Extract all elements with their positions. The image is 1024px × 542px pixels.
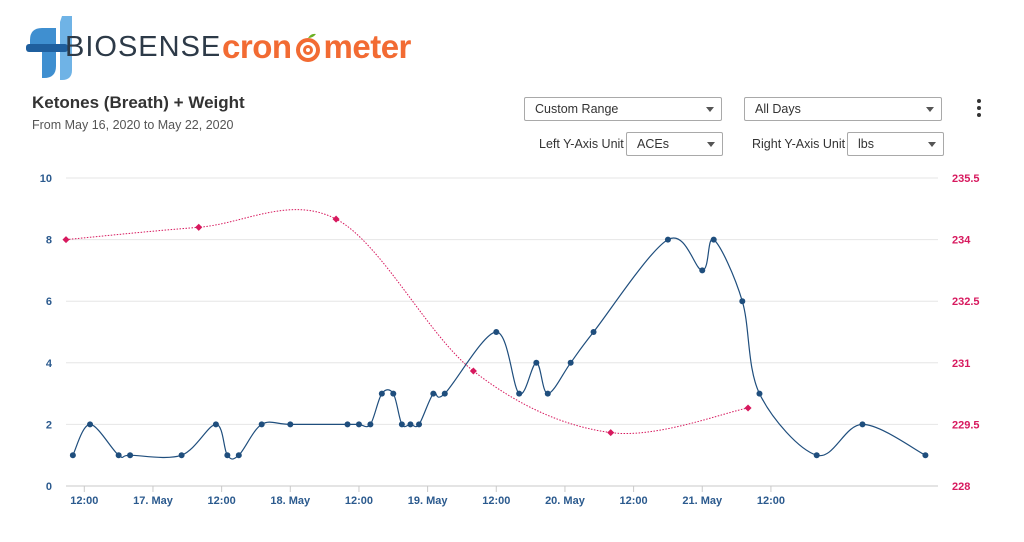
ketone-point — [127, 452, 134, 459]
ketone-point — [178, 452, 185, 459]
x-tick-label: 17. May — [133, 495, 174, 507]
x-tick-label: 12:00 — [757, 495, 785, 507]
chevron-down-icon — [706, 107, 714, 112]
ketone-point — [664, 236, 671, 243]
y-left-tick-label: 10 — [40, 173, 52, 185]
chevron-down-icon — [926, 107, 934, 112]
right-axis-unit-label: Right Y-Axis Unit — [752, 137, 846, 151]
right-axis-unit-value: lbs — [858, 137, 874, 151]
y-right-tick-label: 232.5 — [952, 296, 980, 308]
x-tick-label: 12:00 — [345, 495, 373, 507]
range-select[interactable]: Custom Range — [524, 97, 722, 121]
y-left-tick-label: 0 — [46, 481, 52, 493]
more-options-icon[interactable] — [974, 99, 984, 121]
ketone-point — [590, 329, 597, 335]
x-tick-label: 19. May — [408, 495, 449, 507]
ketone-point — [287, 421, 294, 428]
y-left-tick-label: 4 — [46, 358, 53, 370]
x-tick-label: 12:00 — [70, 495, 98, 507]
cronometer-wordmark-suffix: meter — [323, 28, 412, 65]
chevron-down-icon — [707, 142, 715, 147]
ketone-point — [115, 452, 122, 459]
ketone-point — [533, 359, 540, 366]
ketone-point — [398, 421, 405, 428]
left-axis-unit-select[interactable]: ACEs — [626, 132, 723, 156]
days-select[interactable]: All Days — [744, 97, 942, 121]
ketone-point — [516, 390, 523, 397]
weight-point — [195, 223, 203, 231]
ketone-point — [378, 390, 385, 397]
y-right-tick-label: 235.5 — [952, 173, 980, 185]
ketone-point — [407, 421, 414, 428]
y-right-tick-label: 228 — [952, 481, 970, 493]
ketone-point — [235, 452, 242, 459]
apple-target-icon — [295, 33, 320, 62]
chevron-down-icon — [928, 142, 936, 147]
cronometer-logo: cron meter — [222, 22, 432, 72]
ketone-point — [430, 390, 437, 397]
biosense-wordmark: BIOSENSE — [65, 31, 222, 63]
ketone-point — [224, 452, 231, 459]
ketone-point — [493, 329, 500, 335]
ketone-point — [87, 421, 94, 428]
ketone-point — [710, 236, 717, 243]
weight-series-line — [65, 209, 749, 435]
ketone-point — [441, 390, 448, 397]
chart-subtitle: From May 16, 2020 to May 22, 2020 — [32, 118, 234, 132]
x-tick-label: 18. May — [270, 495, 311, 507]
y-left-tick-label: 6 — [46, 296, 52, 308]
ketone-point — [212, 421, 219, 428]
range-select-value: Custom Range — [535, 102, 619, 116]
ketone-point — [344, 421, 351, 428]
x-tick-label: 21. May — [682, 495, 723, 507]
ketone-point — [355, 421, 362, 428]
ketone-point — [859, 421, 866, 428]
ketone-series-line — [72, 237, 926, 460]
right-axis-unit-select[interactable]: lbs — [847, 132, 944, 156]
ketone-point — [69, 452, 76, 459]
weight-point — [469, 367, 477, 375]
y-left-tick-label: 2 — [46, 419, 52, 431]
cronometer-wordmark-prefix: cron — [222, 28, 292, 65]
ketone-point — [922, 452, 929, 459]
y-right-tick-label: 229.5 — [952, 419, 980, 431]
ketone-point — [367, 421, 374, 428]
ketone-point — [699, 267, 706, 274]
ketone-point — [567, 359, 574, 366]
biosense-logo: BIOSENSE — [22, 10, 222, 82]
biosense-mark-icon — [26, 16, 72, 80]
x-tick-label: 20. May — [545, 495, 586, 507]
ketone-point — [739, 298, 746, 305]
weight-point — [62, 236, 70, 244]
weight-point — [744, 404, 752, 412]
ketone-point — [416, 421, 423, 428]
ketone-point — [544, 390, 551, 397]
ketone-point — [390, 390, 397, 397]
ketone-point — [813, 452, 820, 459]
days-select-value: All Days — [755, 102, 801, 116]
y-right-tick-label: 231 — [952, 358, 970, 370]
weight-point — [607, 429, 615, 437]
ketone-point — [756, 390, 763, 397]
chart-title: Ketones (Breath) + Weight — [32, 93, 245, 112]
y-left-tick-label: 8 — [46, 235, 52, 247]
x-tick-label: 12:00 — [208, 495, 236, 507]
left-axis-unit-label: Left Y-Axis Unit — [539, 137, 624, 151]
weight-point — [332, 215, 340, 223]
x-tick-label: 12:00 — [620, 495, 648, 507]
left-axis-unit-value: ACEs — [637, 137, 669, 151]
ketone-point — [258, 421, 265, 428]
x-tick-label: 12:00 — [482, 495, 510, 507]
y-right-tick-label: 234 — [952, 235, 971, 247]
